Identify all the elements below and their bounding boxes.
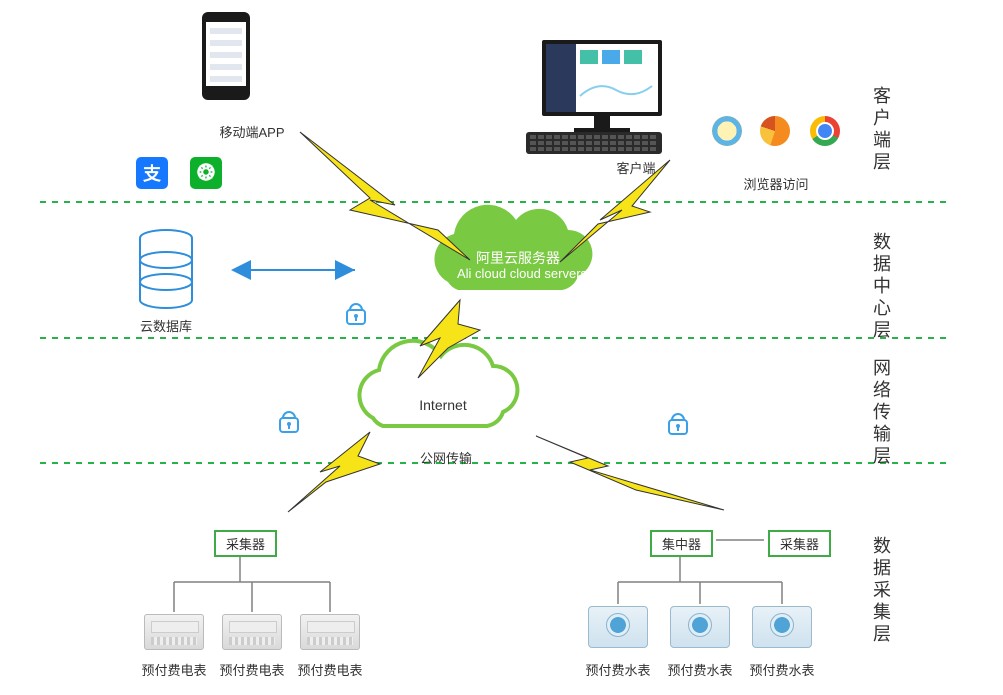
client-label: 客户端	[608, 158, 664, 177]
elec-meter-2	[222, 614, 282, 650]
elec-meter-3	[300, 614, 360, 650]
ie-icon	[712, 116, 742, 146]
layer-datacenter-label: 数据中心层	[868, 232, 894, 342]
water-meter-2	[670, 606, 730, 648]
firefox-icon	[760, 116, 790, 146]
alicloud-label-en: Ali cloud cloud servers	[432, 266, 612, 281]
collector-right-box: 采集器	[768, 530, 831, 557]
mobile-app-label: 移动端APP	[192, 122, 312, 141]
elec-meter-3-label: 预付费电表	[294, 660, 366, 679]
water-meter-1-label: 预付费水表	[582, 660, 654, 679]
collector-left-box: 采集器	[214, 530, 277, 557]
concentrator-box: 集中器	[650, 530, 713, 557]
layer-client-label: 客户端层	[868, 86, 894, 174]
water-meter-3	[752, 606, 812, 648]
elec-meter-1	[144, 614, 204, 650]
browser-access-label: 浏览器访问	[736, 174, 816, 193]
internet-label: Internet	[408, 397, 478, 413]
water-meter-2-label: 预付费水表	[664, 660, 736, 679]
elec-meter-2-label: 预付费电表	[216, 660, 288, 679]
chrome-icon	[810, 116, 840, 146]
wechat-icon: ❂	[190, 157, 222, 189]
water-meter-3-label: 预付费水表	[746, 660, 818, 679]
alicloud-label-cn: 阿里云服务器	[458, 248, 578, 268]
public-transport-label: 公网传输	[406, 448, 486, 467]
water-meter-1	[588, 606, 648, 648]
cloud-db-label: 云数据库	[126, 316, 206, 335]
elec-meter-1-label: 预付费电表	[138, 660, 210, 679]
layer-transport-label: 网络传输层	[868, 358, 894, 468]
layer-acquisition-label: 数据采集层	[868, 536, 894, 646]
alipay-icon: 支	[136, 157, 168, 189]
